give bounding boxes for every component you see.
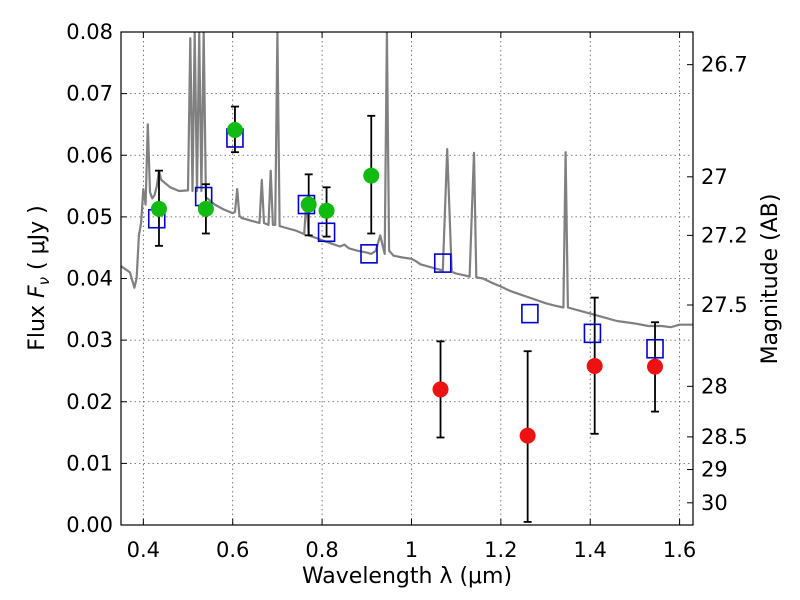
y-tick-label: 0.01 [66, 451, 113, 475]
grid [121, 31, 693, 526]
model-square-marker [583, 323, 602, 344]
model-square-marker [360, 244, 378, 264]
y2-tick-label: 26.7 [701, 53, 748, 77]
y-tick-label: 0.03 [66, 328, 113, 352]
x-tick-label: 1.4 [574, 538, 607, 562]
x-tick-label: 1 [405, 538, 418, 562]
detection-marker [197, 200, 214, 217]
non-detection-marker [586, 358, 603, 375]
y-tick-label: 0.06 [66, 143, 113, 167]
x-tick-label: 1.2 [484, 538, 517, 562]
x-axis-label: Wavelength λ (μm) [302, 564, 512, 589]
y-tick-label: 0.07 [66, 82, 113, 106]
y-tick-label: 0.00 [66, 513, 113, 537]
model-square-marker [521, 303, 539, 324]
spectrum-layer [121, 32, 693, 329]
marker-layer [147, 121, 664, 444]
detection-marker [150, 200, 167, 217]
model-square-marker [646, 338, 664, 359]
y2-tick-label: 27.5 [701, 293, 748, 317]
x-tick-label: 0.4 [127, 538, 160, 562]
y2-tick-label: 27 [701, 165, 728, 189]
detection-marker [300, 196, 317, 213]
non-detection-marker [432, 381, 449, 398]
x-tick-label: 1.6 [663, 538, 696, 562]
detection-marker [226, 121, 243, 138]
model-square-marker [433, 253, 452, 273]
y2-tick-label: 29 [701, 458, 728, 482]
y2-tick-label: 28 [701, 374, 728, 398]
tick-layer: 0.4 0.6 0.8 1 1.2 1.4 1.6 0.00 0.01 0.02 0.03 0.04 0… [66, 20, 748, 562]
y-tick-label: 0.05 [66, 205, 113, 229]
errorbar-layer [154, 105, 660, 523]
y2-axis-label: Magnitude (AB) [758, 194, 783, 365]
y-tick-label: 0.04 [66, 267, 113, 291]
y-tick-label: 0.08 [66, 20, 113, 44]
non-detection-marker [519, 427, 536, 444]
x-tick-label: 0.6 [216, 538, 249, 562]
spectrum-line [121, 32, 693, 329]
non-detection-marker [647, 358, 664, 375]
y2-tick-label: 28.5 [701, 425, 748, 449]
y2-tick-label: 30 [701, 491, 728, 515]
model-square-marker [317, 222, 336, 243]
x-tick-label: 0.8 [305, 538, 338, 562]
y-axis-label: Flux Fν ( μJy ) [25, 205, 53, 350]
y-tick-label: 0.02 [66, 390, 113, 414]
y2-tick-label: 27.2 [701, 223, 748, 247]
detection-marker [318, 202, 335, 219]
detection-marker [363, 167, 380, 184]
